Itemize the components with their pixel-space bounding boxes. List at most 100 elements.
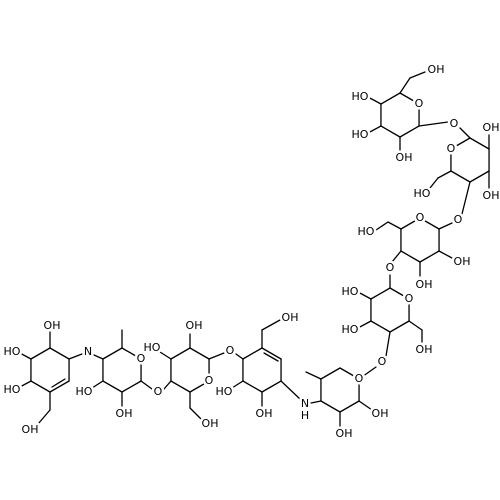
bond <box>419 250 440 263</box>
bond <box>231 380 244 389</box>
bond <box>310 400 322 404</box>
bond <box>438 250 453 259</box>
atom-label: HO <box>216 385 233 398</box>
atom-label: OH <box>282 311 299 324</box>
bond <box>408 320 423 331</box>
bond <box>389 287 410 300</box>
bond <box>370 320 391 333</box>
atom-label: O <box>386 261 395 274</box>
bond <box>429 177 439 189</box>
bond <box>459 127 471 139</box>
atom-label: OH <box>483 121 500 134</box>
bond <box>17 351 32 360</box>
bond <box>189 347 210 360</box>
bond <box>170 380 191 393</box>
bond <box>450 170 471 183</box>
bond <box>450 137 471 150</box>
atom-label: OH <box>336 427 353 440</box>
atom-label: HO <box>342 285 359 298</box>
bond <box>208 352 225 360</box>
bond <box>370 287 391 300</box>
bond <box>469 170 490 183</box>
bond <box>367 125 382 134</box>
bond <box>389 320 410 333</box>
atom-labels: OHHOHOOHNOHOOHOOOHHOOHOOHHOOHNHOOHOHOOHO… <box>1 61 500 443</box>
bond <box>339 367 360 380</box>
bond <box>357 291 372 300</box>
bond <box>189 407 203 421</box>
bond <box>469 137 490 150</box>
bond <box>261 347 282 360</box>
bond <box>391 250 402 263</box>
atom-label: HO <box>352 128 369 141</box>
bond <box>399 92 420 105</box>
bond <box>163 380 172 390</box>
atom-label: O <box>355 372 364 385</box>
atom-label: HO <box>4 345 21 358</box>
bond <box>261 380 282 393</box>
bond <box>399 125 420 138</box>
atom-label: OH <box>416 278 433 291</box>
bond <box>357 320 372 329</box>
bond <box>380 125 401 138</box>
bond <box>305 371 322 380</box>
bond <box>17 380 32 389</box>
atom-label: O <box>447 142 456 155</box>
bond <box>159 351 172 360</box>
bond <box>320 367 341 380</box>
atom-label: OH <box>116 407 133 420</box>
bond <box>437 170 452 179</box>
bond <box>242 347 263 360</box>
bond <box>438 222 453 230</box>
bond <box>68 353 83 360</box>
atom-label: OH <box>428 63 445 76</box>
atom-label: O <box>405 292 414 305</box>
bond <box>261 319 281 331</box>
bond <box>51 378 66 388</box>
bond <box>91 380 104 389</box>
bond <box>263 352 279 362</box>
bond <box>93 354 104 360</box>
bond <box>400 250 421 263</box>
bond <box>461 181 471 215</box>
bond <box>121 347 142 360</box>
bond <box>409 71 426 79</box>
atom-label: OH <box>44 319 61 332</box>
bond <box>380 92 401 105</box>
bond <box>235 353 244 360</box>
bond <box>399 77 411 94</box>
bond <box>419 217 440 230</box>
atom-label: HO <box>358 225 375 238</box>
atom-label: HO <box>144 341 161 354</box>
atom-label: HO <box>414 187 431 200</box>
atom-label: OH <box>186 319 203 332</box>
bond <box>49 380 70 393</box>
bond <box>242 380 263 393</box>
bond <box>49 347 70 360</box>
bond <box>189 380 210 393</box>
atom-label: HO <box>352 90 369 103</box>
atom-label: OH <box>454 255 471 268</box>
bond <box>37 409 51 425</box>
bond <box>170 347 191 360</box>
bond <box>102 347 123 360</box>
bond <box>102 380 123 393</box>
bond <box>358 366 377 380</box>
atom-label: O <box>454 213 463 226</box>
bond <box>30 380 51 393</box>
atom-label: OH <box>22 423 39 436</box>
atom-label: HO <box>342 323 359 336</box>
atom-label: OH <box>202 417 219 430</box>
bond <box>30 347 51 360</box>
bond <box>385 331 391 357</box>
atom-label: H <box>301 409 309 422</box>
bonds <box>17 71 490 427</box>
atom-label: HO <box>4 383 21 396</box>
atom-label: O <box>416 211 425 224</box>
bond <box>375 221 389 231</box>
bond <box>121 380 142 393</box>
atom-label: O <box>450 117 459 130</box>
bond <box>140 380 153 390</box>
atom-label: OH <box>396 151 413 164</box>
